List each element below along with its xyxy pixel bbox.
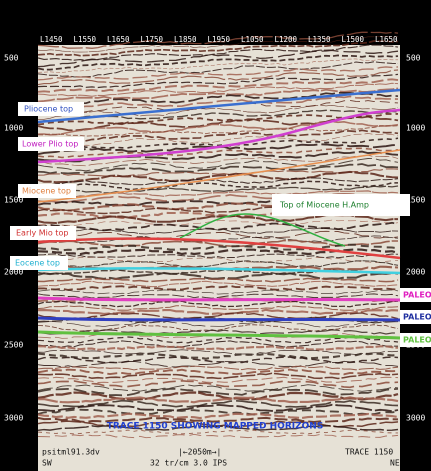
trace-label: L1650 bbox=[375, 35, 398, 44]
caption: TRACE 1150 SHOWING MAPPED HORIZONS bbox=[107, 422, 324, 432]
depth-label: 2500 bbox=[4, 341, 23, 350]
trace-label: L1750 bbox=[141, 35, 164, 44]
footer-file: psitml91.3dv bbox=[42, 448, 100, 457]
trace-label: L1050 bbox=[241, 35, 264, 44]
footer-settings: 32 tr/cm 3.0 IPS bbox=[150, 459, 227, 468]
horizon-label: Early Mio top bbox=[16, 229, 68, 238]
trace-label: L1450 bbox=[40, 35, 63, 44]
horizon-label: Eocene top bbox=[15, 259, 60, 268]
depth-label: 500 bbox=[4, 54, 19, 63]
horizon-label: PALEO bbox=[403, 336, 431, 345]
trace-label: L1950 bbox=[208, 35, 231, 44]
top-labels: L1450 L1550 L1650 L1750 L1850 L1950 L1050 L1200… bbox=[40, 35, 398, 44]
trace-label: L1200 bbox=[275, 35, 298, 44]
horizon-label: Lower Plio top bbox=[22, 140, 78, 149]
horizon-label: PALEO bbox=[403, 313, 431, 322]
footer-dir: NE bbox=[390, 459, 400, 468]
depth-label: 1000 bbox=[406, 124, 425, 133]
horizon-label: Pliocene top bbox=[24, 105, 73, 114]
depth-label: 1000 bbox=[4, 124, 23, 133]
horizon-label: PALEO bbox=[403, 291, 431, 300]
trace-label: L1650 bbox=[107, 35, 130, 44]
footer-trace: TRACE 1150 bbox=[345, 448, 393, 457]
depth-label: 3000 bbox=[406, 414, 425, 423]
trace-label: L1850 bbox=[174, 35, 197, 44]
trace-label: L1500 bbox=[342, 35, 365, 44]
depth-label: 2000 bbox=[406, 268, 425, 277]
footer-dir: SW bbox=[42, 459, 52, 468]
seismic-screenshot: L1450 L1550 L1650 L1750 L1850 L1950 L1050 L1200… bbox=[0, 0, 431, 471]
horizon-label: Top of Miocene H.Amp bbox=[279, 201, 369, 210]
horizon-line bbox=[38, 298, 400, 300]
trace-label: L1350 bbox=[308, 35, 331, 44]
depth-label: 500 bbox=[406, 54, 421, 63]
horizon-label: Miocene top bbox=[22, 187, 71, 196]
footer-scale: |←2050m→| bbox=[178, 448, 221, 457]
trace-label: L1550 bbox=[74, 35, 97, 44]
depth-label: 3000 bbox=[4, 414, 23, 423]
horizon-line bbox=[38, 318, 400, 320]
